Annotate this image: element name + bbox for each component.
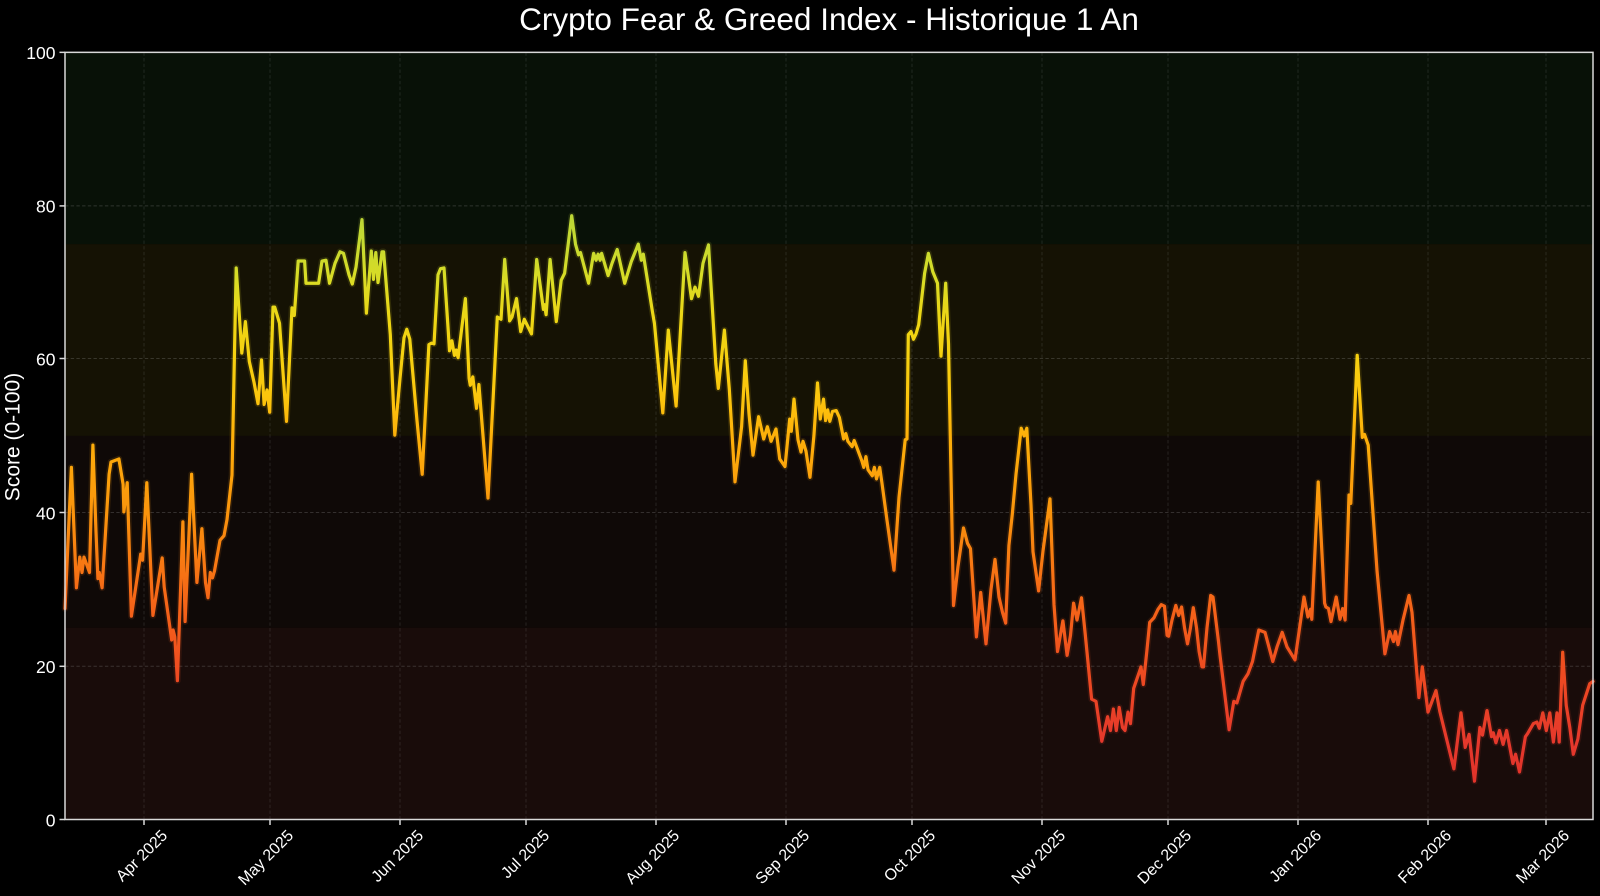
svg-text:Score (0-100): Score (0-100) [2,373,25,501]
svg-text:0: 0 [46,810,56,830]
svg-text:80: 80 [36,197,56,217]
svg-text:20: 20 [36,657,56,677]
svg-text:60: 60 [36,349,56,369]
svg-text:Crypto Fear & Greed Index - Hi: Crypto Fear & Greed Index - Historique 1… [519,1,1139,37]
svg-text:40: 40 [36,503,56,523]
svg-text:100: 100 [26,43,55,63]
